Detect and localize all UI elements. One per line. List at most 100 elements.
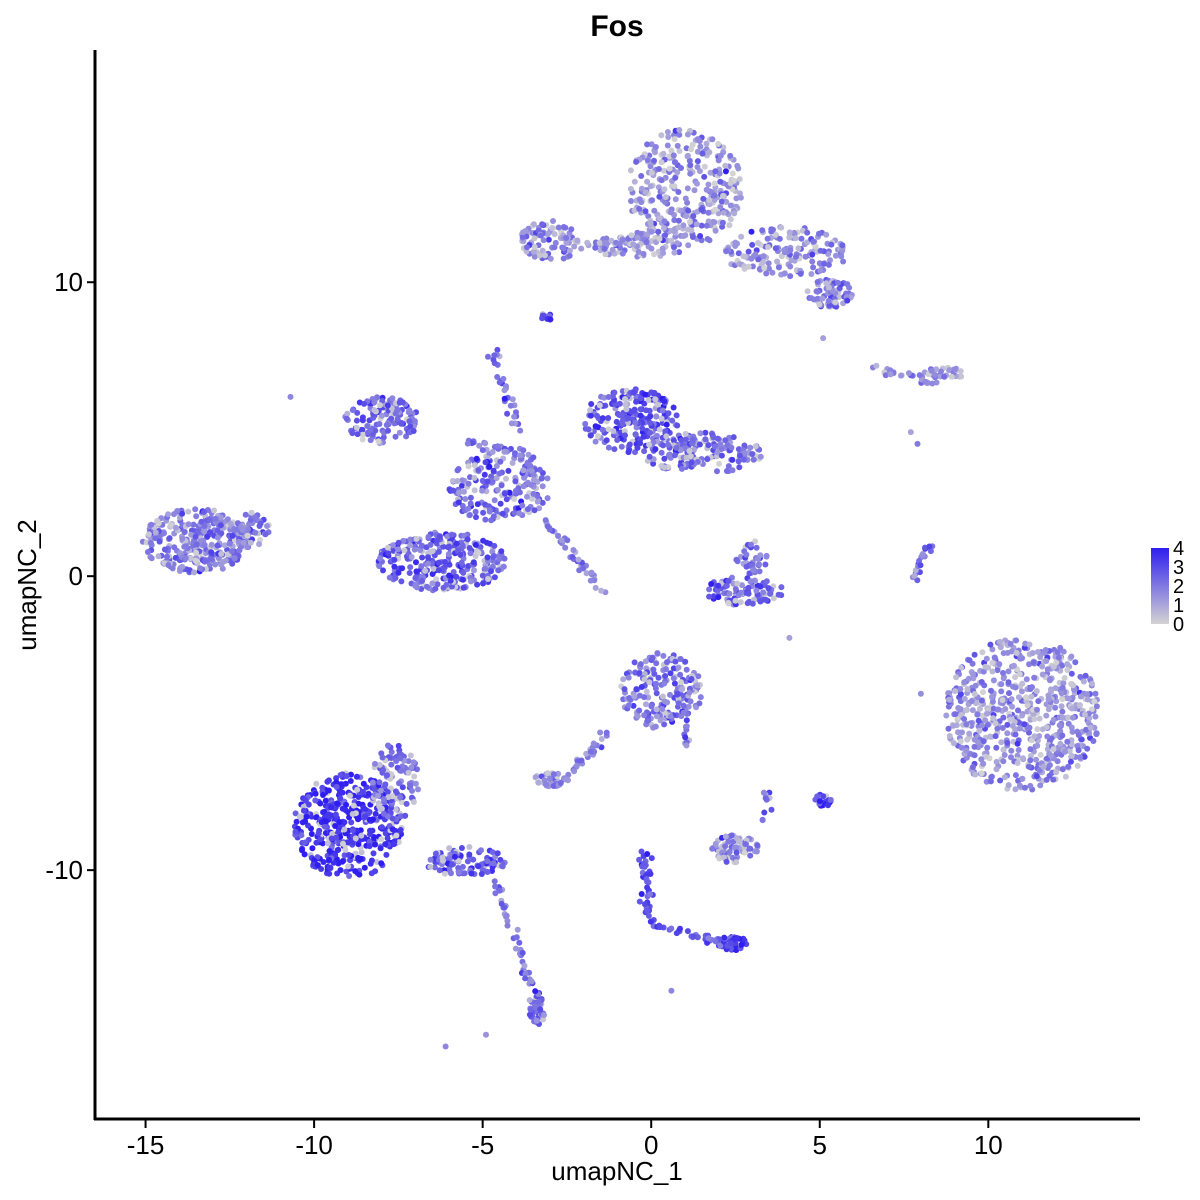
cell-point [716,170,723,177]
cell-point [1084,745,1091,752]
cell-point [359,426,366,433]
cell-point [671,249,678,256]
cell-point [745,263,752,270]
cell-point [592,423,599,430]
cell-point [756,561,762,568]
cell-point [380,567,386,574]
cell-point [472,541,479,548]
cell-point [389,395,396,402]
cell-point [382,830,389,837]
cell-point [1037,654,1044,660]
cell-point [636,707,643,714]
cell-point [1044,733,1051,740]
cell-point [458,845,465,851]
cell-point [321,823,328,830]
cell-point [988,687,994,694]
cell-point [475,863,482,870]
cell-point [642,189,649,196]
cell-point [356,856,363,863]
cell-point [1092,713,1099,720]
y-tick-label: 10 [54,267,83,297]
cell-point [493,475,500,482]
cell-point [485,353,491,360]
cell-point [440,857,446,864]
cell-point [957,706,964,713]
cell-point [377,806,384,813]
cell-point [997,777,1004,784]
cell-point [540,237,547,244]
cell-point [731,210,738,217]
cell-point [775,264,782,271]
cell-point [631,406,638,413]
cell-point [412,581,419,588]
cell-point [816,230,822,237]
cell-point [721,934,728,941]
cell-point [360,804,367,811]
cell-point [667,691,673,698]
cell-point [660,442,667,449]
cell-point [384,835,391,842]
cell-point [498,548,505,555]
cell-point [993,744,1000,751]
cell-point [535,779,542,786]
cell-point [474,501,481,508]
cell-point [494,850,501,857]
cell-point [661,218,668,225]
cell-point [406,407,413,414]
cell-point [688,227,695,234]
cell-point [970,675,977,682]
cell-point [631,659,638,666]
cell-point [474,581,481,588]
cell-point [167,522,174,528]
cell-point [719,219,726,226]
cell-point [723,582,730,589]
cell-point [677,671,684,678]
cell-point [996,638,1003,645]
cell-point [671,244,677,251]
cell-point [678,165,684,171]
cell-point [643,701,649,708]
cell-point [465,463,472,470]
cell-point [560,245,567,252]
cell-point [1058,689,1065,696]
cell-point [760,589,767,596]
cell-point [630,241,637,248]
cell-point [193,513,200,520]
cell-point [817,247,824,254]
cell-point [1036,715,1043,722]
cell-point [393,758,400,764]
cell-point [978,756,985,763]
cell-point [651,251,658,258]
cell-point [683,213,690,220]
cell-point [786,234,793,241]
cell-point [527,1006,534,1013]
cell-point [179,563,186,570]
cell-point [725,838,732,845]
cell-point [1092,690,1099,697]
cell-point [768,806,775,813]
cell-point [436,867,443,874]
cell-point [524,506,531,513]
cell-point [161,546,168,553]
cell-point [993,766,1000,773]
cell-point [1036,733,1043,740]
cell-point [957,686,964,692]
cell-point [315,830,322,837]
y-axis-title: umapNC_2 [12,519,42,651]
cell-point [653,690,660,697]
cell-point [658,449,665,456]
cell-point [808,295,815,302]
cell-point [755,240,762,246]
cell-point [326,870,333,877]
cell-point [667,209,674,216]
cell-point [564,537,571,544]
cell-point [987,641,994,648]
cell-point [343,773,350,780]
cell-point [403,800,410,807]
cell-point [431,864,438,871]
cell-point [686,448,693,454]
cell-point [520,229,527,236]
cell-point [449,477,456,484]
cell-point [786,634,793,641]
cell-point [734,580,741,587]
